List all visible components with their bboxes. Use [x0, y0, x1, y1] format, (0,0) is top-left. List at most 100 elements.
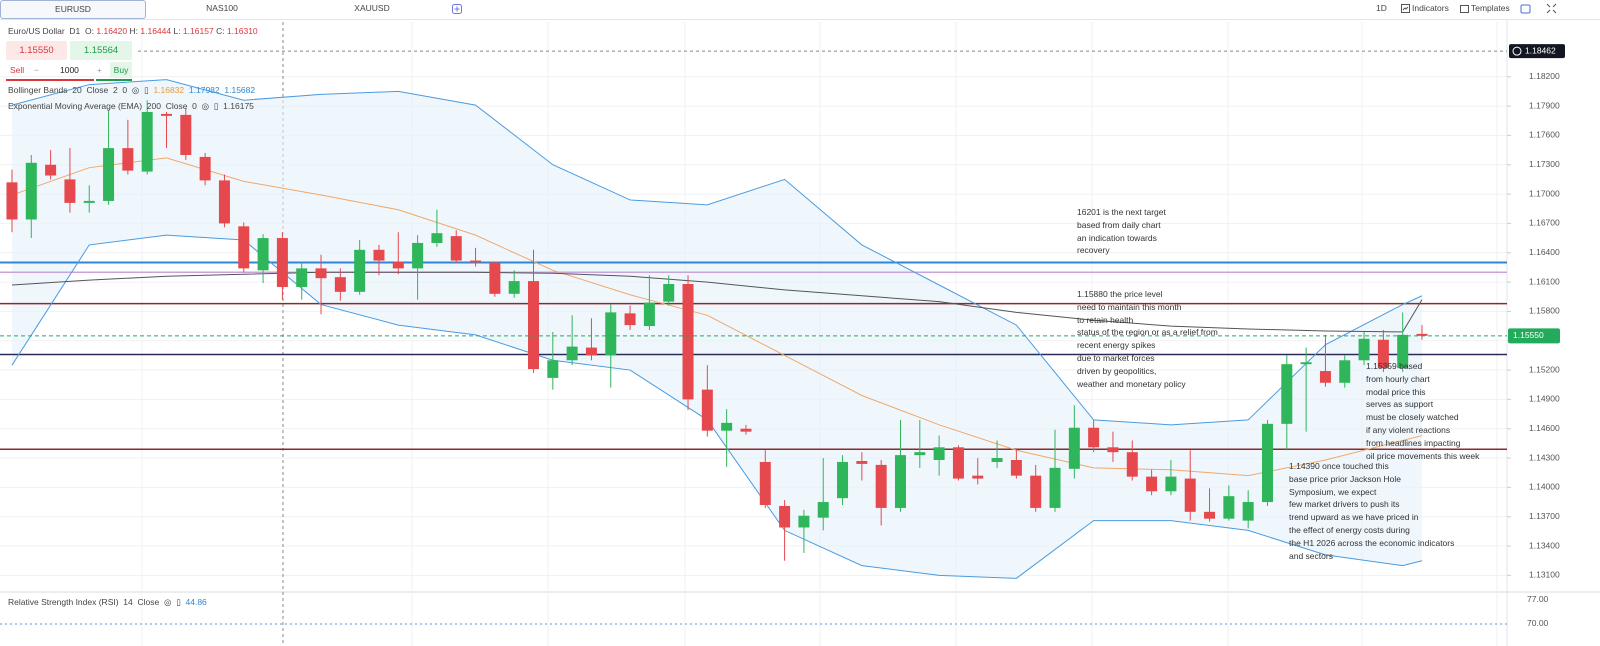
candle-body	[450, 236, 462, 261]
add-tab[interactable]	[452, 4, 462, 14]
candle-body	[1010, 460, 1022, 476]
templates-button[interactable]: Templates	[1471, 3, 1510, 13]
candle-body	[1242, 502, 1254, 521]
annotation-line: an indication towards	[1077, 232, 1157, 243]
crosshair-add	[1512, 46, 1522, 56]
indicator-name: Exponential Moving Average (EMA)	[8, 101, 143, 111]
annotation-line: to retain health	[1077, 314, 1134, 325]
indicator-param: Close	[165, 101, 188, 111]
annotation-line: and sectors	[1289, 550, 1333, 561]
decrement[interactable]: −	[34, 65, 39, 75]
candle-body	[1319, 371, 1331, 383]
annotation-line: 1.15880 the price level	[1077, 289, 1163, 299]
annotation-line: 1.15359 based	[1366, 361, 1423, 371]
annotation-line: from hourly chart	[1366, 373, 1430, 384]
camera-icon[interactable]	[1520, 3, 1531, 14]
crosshair-label: 1.18462	[1525, 45, 1556, 55]
indicator-value: 1.17982	[188, 85, 220, 95]
candle-body	[373, 249, 385, 261]
candle-body	[605, 312, 617, 356]
trade-widget: 1.15550 1.15564 Sell − 1000 + Buy	[6, 40, 134, 82]
crosshair-badge	[1509, 44, 1565, 59]
symbol-legend: Euro/US Dollar D1 O: 1.16420 H: 1.16444 …	[8, 26, 260, 36]
rsi-tick-label: 77.00	[1527, 594, 1549, 604]
candle-body	[6, 182, 18, 220]
last-price-badge	[1508, 328, 1560, 344]
ohlc: O: 1.16420 H: 1.16444 L: 1.16157 C: 1.16…	[85, 26, 260, 36]
y-tick-label: 1.15200	[1529, 364, 1560, 374]
annotation-line: driven by geopolitics,	[1077, 365, 1157, 376]
annotation-line: base price prior Jackson Hole	[1289, 473, 1401, 484]
candle-body	[643, 302, 655, 327]
y-tick-label: 1.16700	[1529, 218, 1560, 228]
candle-body	[238, 226, 250, 269]
annotation: 16201 is the next target based from daily…	[1077, 206, 1166, 257]
buy-price[interactable]: 1.15564	[70, 41, 132, 60]
fullscreen-icon[interactable]	[1546, 3, 1557, 14]
candle-body	[257, 238, 269, 271]
candle-body	[914, 452, 926, 456]
rsi-legend: Relative Strength Index (RSI) 14 Close ◎…	[8, 597, 207, 607]
annotation: 1.14390 once touched this base price prio…	[1289, 460, 1454, 562]
indicator-name: Relative Strength Index (RSI)	[8, 597, 119, 607]
candle-body	[1184, 478, 1196, 512]
candle-body	[431, 233, 443, 243]
annotation-line: trend upward as we have priced in	[1289, 512, 1419, 523]
candle-body	[798, 515, 810, 528]
candle-body	[933, 447, 945, 461]
indicators-button[interactable]: Indicators	[1412, 3, 1449, 13]
candle-body	[875, 464, 887, 508]
timeframe[interactable]: 1D	[1376, 3, 1387, 13]
ohlc-label: O:	[85, 26, 95, 36]
candle-body	[180, 114, 192, 155]
quantity[interactable]: 1000	[60, 65, 79, 75]
annotation-line: the H1 2026 across the economic indicato…	[1289, 537, 1455, 548]
increment[interactable]: +	[97, 65, 102, 75]
y-tick-label: 1.13400	[1529, 540, 1560, 550]
candle-body	[1068, 427, 1080, 469]
y-tick-label: 1.17900	[1529, 100, 1560, 110]
candle-body	[103, 148, 115, 201]
sell-price[interactable]: 1.15550	[6, 41, 67, 60]
indicator-value: 1.16832	[153, 85, 185, 95]
y-tick-label: 1.17600	[1529, 130, 1560, 140]
sell-button[interactable]: Sell	[10, 65, 25, 75]
y-tick-label: 1.14000	[1529, 482, 1560, 492]
candle-body	[682, 284, 694, 400]
tab[interactable]: XAUUSD	[354, 3, 390, 13]
buy-button[interactable]: Buy	[110, 62, 132, 78]
indicator-param: Close	[86, 85, 109, 95]
indicator-value: 1.16175	[223, 101, 254, 111]
candle-body	[25, 162, 37, 220]
indicator-value: 1.15682	[224, 85, 256, 95]
candle-body	[1300, 362, 1312, 365]
annotation-line: modal price this	[1366, 386, 1426, 397]
candle-body	[1088, 427, 1100, 448]
y-tick-label: 1.14900	[1529, 394, 1560, 404]
candle-body	[527, 281, 539, 370]
indicator-line	[11, 271, 1423, 333]
tab[interactable]: EURUSD	[0, 0, 146, 19]
indicator-legend: Bollinger Bands 20 Close 2 0 ◎ ▯ 1.16832…	[8, 85, 256, 95]
candle-body	[83, 200, 95, 203]
candle-body	[1126, 452, 1138, 477]
candle-body	[1165, 476, 1177, 492]
candle-body	[1358, 338, 1370, 361]
sell-bar	[6, 79, 94, 81]
rsi-tick-label: 70.00	[1527, 618, 1549, 628]
price-axis: 1.18200 1.17900 1.17600 1.17300 1.17000 1.167…	[1507, 44, 1565, 628]
annotation: 1.15880 the price level need to maintain …	[1077, 288, 1218, 390]
indicators-icon	[1401, 4, 1410, 13]
candle-body	[161, 113, 173, 116]
candle-body	[392, 261, 404, 269]
indicator-legend: Exponential Moving Average (EMA) 200 Clo…	[8, 101, 254, 111]
candle-body	[1281, 364, 1293, 424]
ohlc-value: 1.16444	[140, 26, 172, 36]
y-tick-label: 1.15800	[1529, 306, 1560, 316]
tab[interactable]: NAS100	[206, 3, 238, 13]
candle-body	[566, 346, 578, 361]
ohlc-value: 1.16420	[96, 26, 128, 36]
candle-body	[122, 148, 134, 171]
candle-body	[218, 180, 230, 224]
indicator-param: Close	[137, 597, 160, 607]
